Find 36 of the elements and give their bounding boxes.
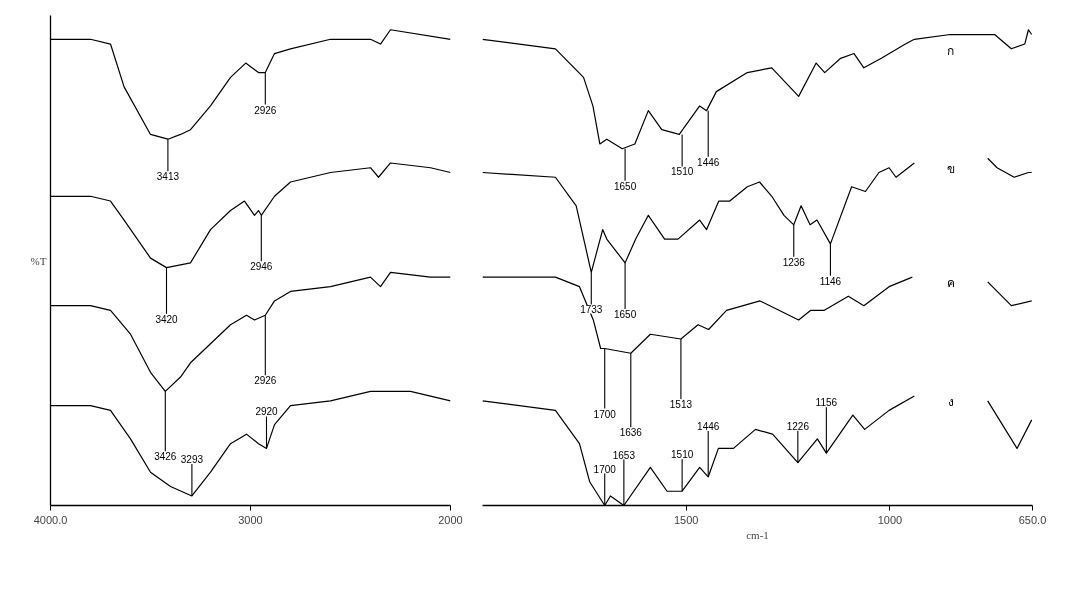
annotation: 1446 [697,420,720,432]
annotation: 1156 [815,397,838,409]
annotation: 1226 [786,420,810,432]
annotation: 3426 [154,451,177,463]
x-axis-title: cm-1 [746,528,769,541]
annotation: 2926 [254,104,277,116]
annotation: 1510 [671,449,694,461]
x-tick-label: 1000 [877,513,903,526]
annotation: 2920 [255,406,279,418]
annotation: 3420 [155,313,179,325]
text: ข [947,161,956,176]
x-tick-label: 1500 [673,513,699,526]
annotation: 1733 [580,304,603,316]
annotation: 1510 [671,166,694,178]
annotation: 1146 [819,275,842,287]
annotation: 1653 [612,449,636,461]
y-axis-title: %T [30,254,47,267]
annotation: 1446 [697,156,720,168]
annotation: 2946 [250,261,273,273]
text: ง [948,395,955,410]
annotation: 1236 [782,256,806,268]
annotation: 1700 [593,463,617,475]
annotation: 3413 [156,171,180,183]
annotation: 1700 [593,408,617,420]
x-tick-label: 650.0 [1018,513,1047,526]
x-tick-label: 3000 [238,513,263,526]
annotation: 2926 [254,375,277,387]
annotation: 1650 [613,180,637,192]
x-tick-label: 2000 [438,513,463,526]
annotation: 1650 [613,308,637,320]
x-tick-label: 4000.0 [33,513,68,526]
series-label: ก [946,43,954,58]
annotation: 1513 [669,399,693,410]
text: ค [947,276,956,291]
annotation: 1636 [619,427,643,439]
annotation: 3293 [180,453,204,465]
